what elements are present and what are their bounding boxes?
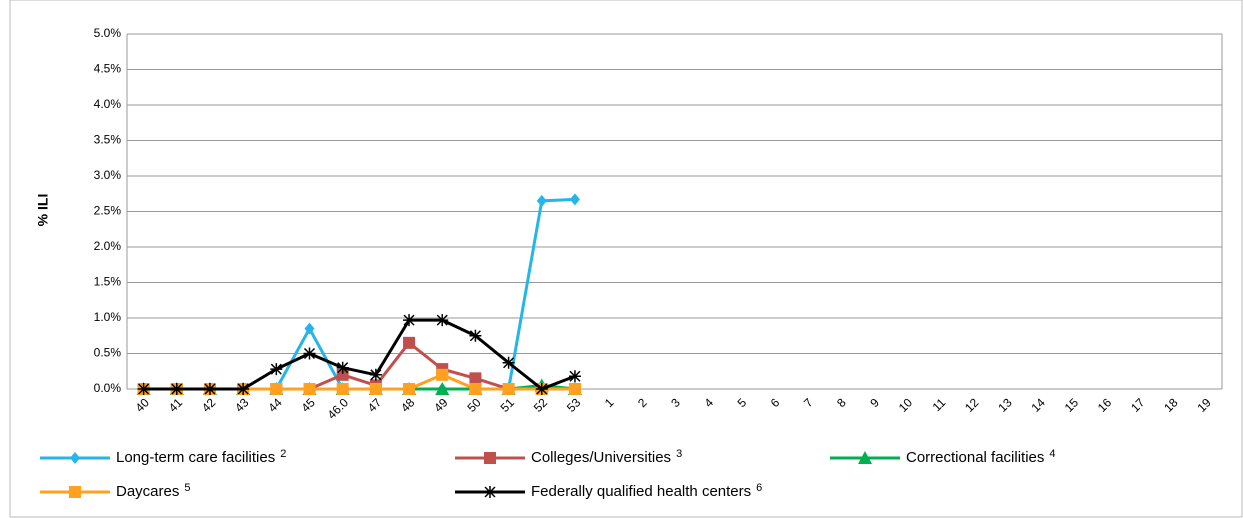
marker (237, 383, 250, 395)
legend-sup: 5 (184, 482, 190, 494)
marker (369, 383, 382, 395)
marker (137, 383, 150, 395)
marker (469, 383, 482, 395)
marker (568, 370, 581, 383)
chart-border (9, 0, 1243, 518)
y-axis-label: % ILI (35, 194, 51, 227)
legend-sup: 2 (280, 448, 286, 460)
marker (469, 329, 482, 342)
y-tick-label: 3.5% (94, 133, 122, 147)
marker (270, 363, 283, 376)
marker (403, 314, 416, 327)
marker (858, 451, 872, 464)
legend-label: Colleges/Universities 3 (531, 448, 682, 466)
legend-sup: 4 (1049, 448, 1055, 460)
marker (502, 383, 515, 395)
legend-name: Federally qualified health centers (531, 483, 751, 500)
marker (568, 383, 581, 395)
legend-name: Correctional facilities (906, 449, 1044, 466)
marker (436, 368, 449, 381)
marker (369, 368, 382, 381)
y-tick-label: 2.0% (94, 239, 122, 253)
legend-label: Long-term care facilities 2 (116, 448, 286, 466)
marker (484, 452, 496, 464)
y-tick-label: 1.5% (94, 275, 122, 289)
marker (535, 383, 548, 395)
marker (403, 383, 416, 395)
legend-sup: 3 (676, 448, 682, 460)
marker (69, 486, 81, 498)
y-tick-label: 0.0% (94, 381, 122, 395)
legend-label: Correctional facilities 4 (906, 448, 1056, 466)
marker (436, 314, 449, 327)
legend-name: Daycares (116, 483, 179, 500)
marker (336, 383, 349, 395)
y-tick-label: 0.5% (94, 346, 122, 360)
y-tick-label: 1.0% (94, 310, 122, 324)
y-tick-label: 3.0% (94, 168, 122, 182)
legend-name: Long-term care facilities (116, 449, 275, 466)
y-tick-label: 4.5% (94, 62, 122, 76)
marker (336, 361, 349, 374)
marker (435, 382, 450, 395)
marker (203, 383, 216, 395)
legend-label: Daycares 5 (116, 482, 190, 500)
marker (336, 368, 349, 381)
y-tick-label: 4.0% (94, 97, 122, 111)
marker (170, 383, 183, 395)
y-tick-label: 2.5% (94, 204, 122, 218)
marker (70, 452, 80, 464)
y-tick-label: 5.0% (94, 26, 122, 40)
marker (303, 347, 316, 360)
marker (403, 336, 416, 349)
marker (484, 486, 496, 498)
marker (536, 194, 547, 207)
marker (469, 372, 482, 385)
marker (502, 356, 515, 369)
marker (303, 383, 316, 395)
marker (304, 322, 315, 335)
marker (569, 193, 580, 206)
legend-sup: 6 (756, 482, 762, 494)
marker (270, 383, 283, 395)
legend-name: Colleges/Universities (531, 449, 671, 466)
legend-label: Federally qualified health centers 6 (531, 482, 762, 500)
